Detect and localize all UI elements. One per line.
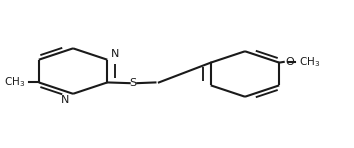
Text: S: S bbox=[130, 78, 137, 88]
Text: CH$_3$: CH$_3$ bbox=[299, 55, 320, 69]
Text: N: N bbox=[111, 49, 119, 58]
Text: O: O bbox=[285, 57, 294, 67]
Text: CH$_3$: CH$_3$ bbox=[4, 75, 25, 89]
Text: N: N bbox=[61, 95, 70, 105]
